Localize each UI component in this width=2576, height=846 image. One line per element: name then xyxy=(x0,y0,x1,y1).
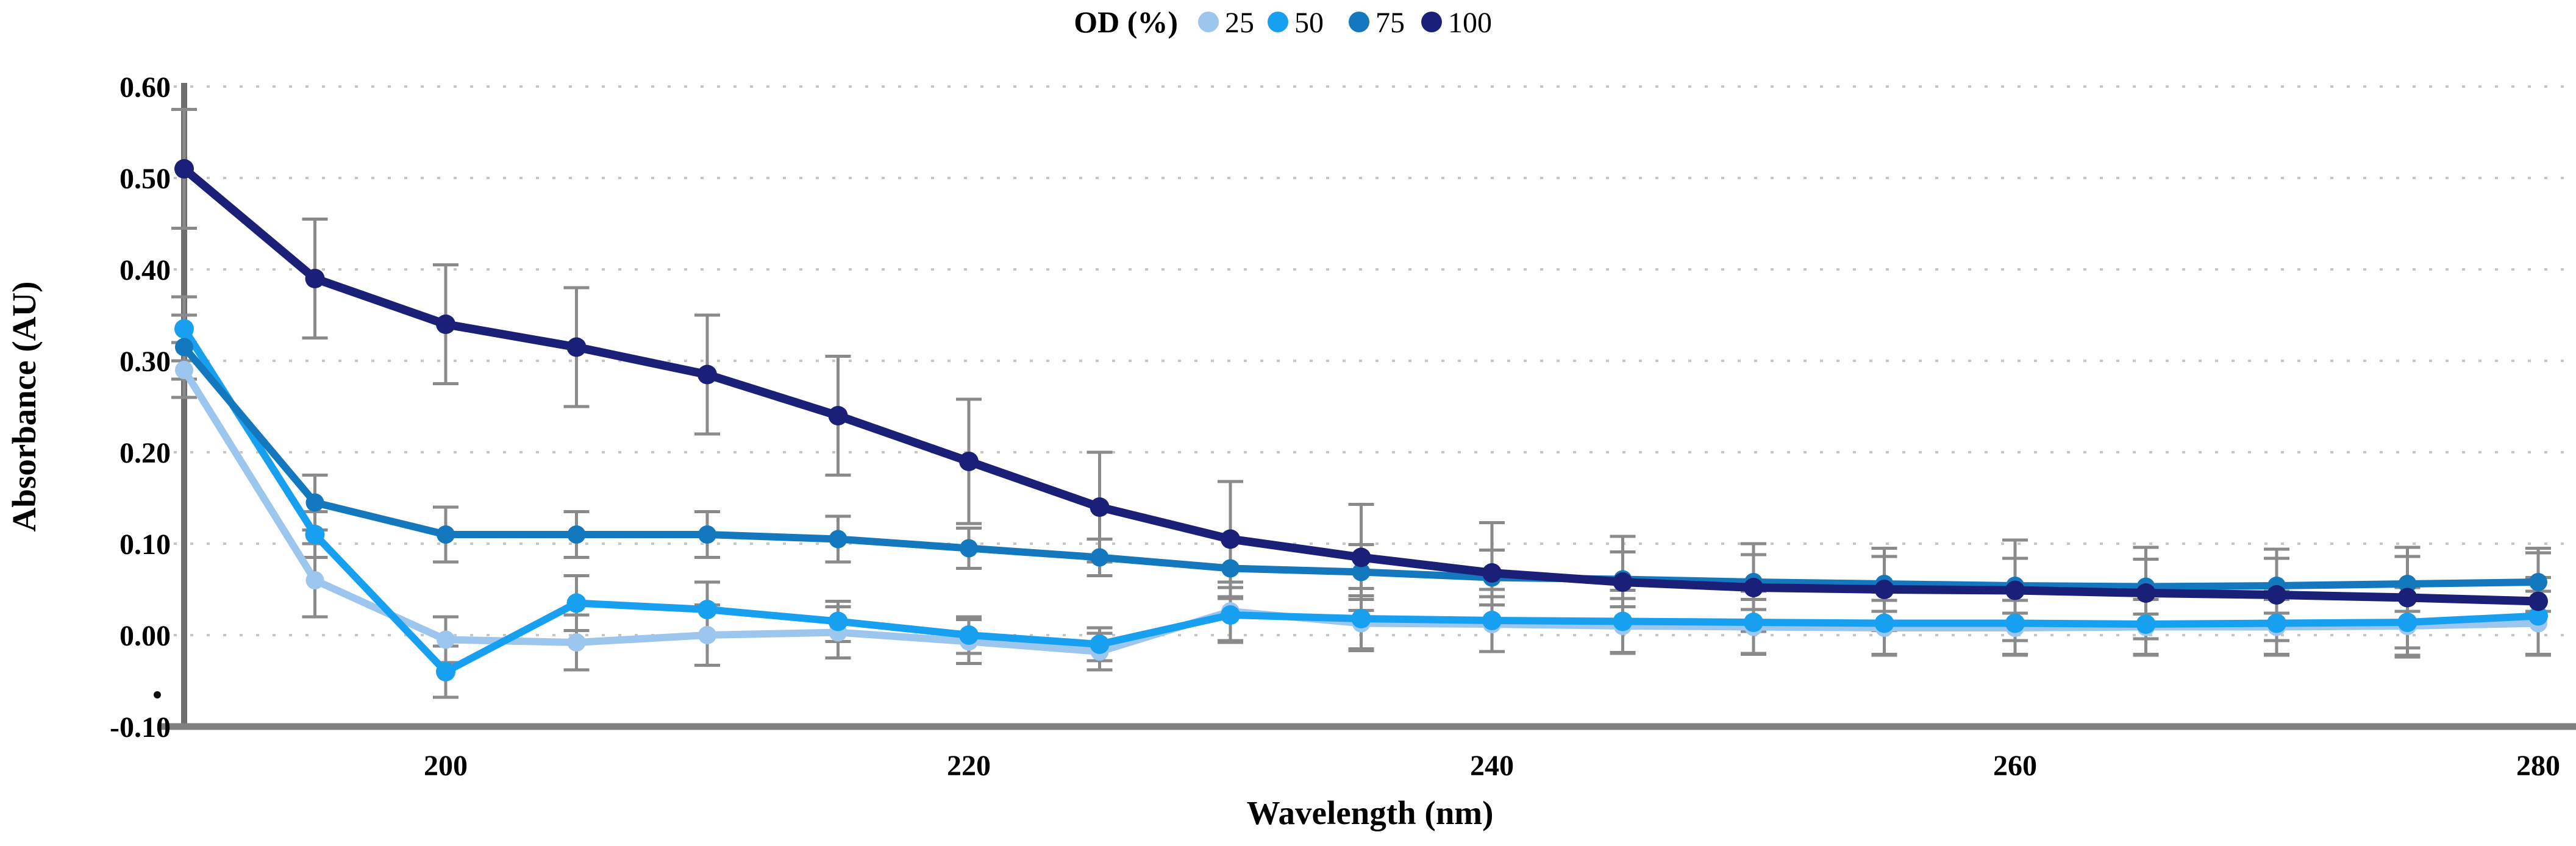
series-100-marker xyxy=(566,337,587,357)
x-tick-label: 220 xyxy=(947,750,991,782)
series-50-marker xyxy=(828,611,848,631)
series-50-marker xyxy=(566,593,587,613)
y-tick-label: 0.50 xyxy=(120,163,171,195)
series-50-marker xyxy=(2528,606,2548,626)
series-75-marker xyxy=(1090,548,1109,567)
y-axis-tick-labels: 0.60 0.50 0.40 0.30 0.20 0.10 0.00 -0.10 xyxy=(110,71,171,744)
series-50-marker xyxy=(2005,613,2025,633)
y-tick-label: 0.00 xyxy=(120,620,171,652)
series-75-marker xyxy=(1221,559,1240,578)
series-100-marker xyxy=(2397,588,2417,608)
series-100-marker xyxy=(2528,591,2548,611)
series-50-marker xyxy=(2267,613,2286,633)
series-100-marker xyxy=(828,406,848,425)
x-tick-label: 200 xyxy=(424,750,468,782)
series-75-marker xyxy=(698,525,716,544)
series-50-marker xyxy=(1221,605,1240,625)
x-axis-tick-labels: 200 220 240 260 280 xyxy=(424,750,2560,782)
series-100-marker xyxy=(1613,572,1633,592)
series-100-marker xyxy=(2136,583,2156,603)
series-100-marker xyxy=(436,315,455,334)
legend-item-50: 50 xyxy=(1268,7,1324,39)
series-75-marker xyxy=(567,525,586,544)
legend-label-100: 100 xyxy=(1448,7,1492,39)
series-25-marker xyxy=(567,633,586,652)
series-50-marker xyxy=(1351,609,1371,628)
x-axis-title: Wavelength (nm) xyxy=(1247,794,1494,831)
series-50-marker xyxy=(959,625,979,645)
y-tick-label: -0.10 xyxy=(110,711,171,744)
legend: OD (%) 25 50 75 100 xyxy=(1074,5,1492,39)
y-tick-label: 0.20 xyxy=(120,437,171,469)
legend-item-100: 100 xyxy=(1421,7,1492,39)
series-50-marker xyxy=(2397,613,2417,632)
series-50-marker xyxy=(1613,611,1633,631)
legend-items: 25 50 75 100 xyxy=(1198,7,1492,39)
series-25-marker xyxy=(437,630,455,649)
legend-item-25: 25 xyxy=(1198,7,1254,39)
legend-label-75: 75 xyxy=(1375,7,1405,39)
series-25-marker xyxy=(698,626,716,644)
series-50-marker xyxy=(436,662,455,681)
series-100-marker xyxy=(1874,580,1894,599)
legend-dot-25 xyxy=(1198,12,1219,32)
series-50-marker xyxy=(1744,613,1763,632)
legend-label-25: 25 xyxy=(1225,7,1254,39)
series-75-marker xyxy=(175,338,193,357)
series-50-marker xyxy=(174,319,194,339)
series-75-marker xyxy=(2529,573,2547,591)
series-75-marker xyxy=(305,493,324,512)
series-50-marker xyxy=(1090,634,1110,654)
y-axis-title: Absorbance (AU) xyxy=(5,282,43,532)
series-100 xyxy=(174,159,2548,611)
legend-dot-100 xyxy=(1421,12,1442,32)
series-100-marker xyxy=(1090,497,1110,517)
y-tick-label: 0.10 xyxy=(120,528,171,561)
series-100-marker xyxy=(1351,547,1371,567)
series-100-marker xyxy=(1482,563,1502,583)
legend-item-75: 75 xyxy=(1349,7,1405,39)
legend-label-50: 50 xyxy=(1294,7,1324,39)
series-50-marker xyxy=(305,525,325,544)
series-75-marker xyxy=(2398,575,2417,593)
series-50-marker xyxy=(1482,611,1502,630)
series-75-marker xyxy=(1352,563,1371,581)
series-100-marker xyxy=(1744,578,1763,597)
series-50 xyxy=(174,319,2548,681)
series-100-marker xyxy=(2005,580,2025,600)
y-tick-label: 0.60 xyxy=(120,71,171,104)
series-100-marker xyxy=(305,269,325,288)
legend-dot-50 xyxy=(1268,12,1288,32)
series-75-marker xyxy=(829,530,847,549)
x-tick-label: 260 xyxy=(1993,750,2037,782)
legend-title: OD (%) xyxy=(1074,5,1178,39)
series-100-marker xyxy=(2267,585,2286,605)
y-tick-label: 0.30 xyxy=(120,346,171,378)
x-tick-label: 280 xyxy=(2516,750,2560,782)
x-tick-label: 240 xyxy=(1470,750,1514,782)
series-50-marker xyxy=(2136,614,2156,634)
series-100-marker xyxy=(959,452,979,471)
series-100-marker xyxy=(174,159,194,179)
series-25-marker xyxy=(175,361,193,379)
series-100-marker xyxy=(698,364,717,385)
stray-dot-artifact xyxy=(154,691,161,698)
series-25-marker xyxy=(305,571,324,589)
series-50-marker xyxy=(698,600,717,619)
series-75-marker xyxy=(437,525,455,544)
legend-dot-75 xyxy=(1349,12,1369,32)
y-tick-label: 0.40 xyxy=(120,254,171,286)
series-100-marker xyxy=(1221,529,1240,549)
series-75-marker xyxy=(960,539,978,558)
series-lines xyxy=(174,159,2548,681)
series-50-marker xyxy=(1874,613,1894,633)
